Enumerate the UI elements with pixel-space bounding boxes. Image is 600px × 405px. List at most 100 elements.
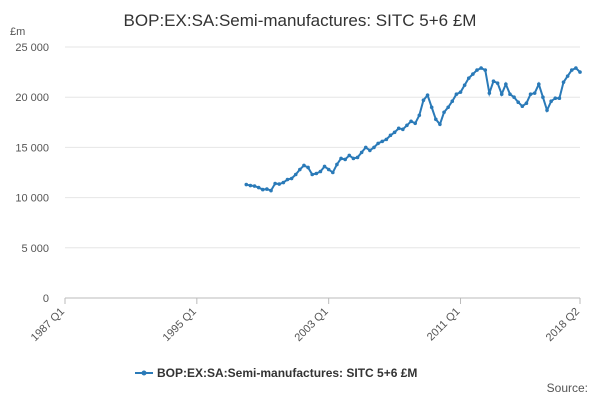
point (351, 156, 356, 161)
point (557, 96, 562, 101)
point (396, 126, 401, 131)
point (293, 172, 298, 177)
point (413, 121, 418, 126)
point (524, 101, 529, 106)
point (326, 167, 331, 172)
point (310, 172, 315, 177)
point (256, 185, 261, 190)
point (545, 108, 549, 113)
point (438, 122, 442, 127)
point (347, 153, 352, 158)
point (421, 98, 426, 103)
x-tick-label: 2018 Q2 (544, 306, 582, 344)
source: Source: (547, 381, 588, 395)
point (450, 99, 455, 104)
point (248, 183, 253, 188)
point (578, 70, 582, 74)
point (322, 164, 327, 169)
chart-title: BOP:EX:SA:Semi-manufactures: SITC 5+6 £M (124, 11, 477, 30)
point (565, 74, 570, 78)
point (516, 100, 520, 105)
point (289, 176, 294, 181)
point (549, 99, 553, 104)
point (380, 139, 385, 144)
point (363, 145, 368, 150)
point (392, 130, 397, 135)
y-axis-label: £m (10, 26, 25, 38)
point (335, 162, 339, 167)
point (401, 127, 405, 132)
point (491, 79, 496, 83)
y-tick-label: 0 (43, 293, 49, 305)
point (388, 133, 393, 138)
point (260, 187, 265, 192)
point (298, 167, 302, 172)
point (528, 92, 533, 96)
point (446, 105, 450, 110)
point (475, 68, 479, 72)
point (265, 187, 269, 191)
point (487, 91, 492, 95)
point (269, 188, 273, 193)
point (355, 155, 360, 160)
y-tick-label: 10 000 (15, 193, 49, 205)
point (532, 91, 537, 95)
point (429, 105, 434, 110)
point (561, 80, 566, 84)
point (471, 72, 475, 76)
point (458, 90, 463, 94)
x-tick-label: 2003 Q1 (292, 306, 330, 344)
point (537, 82, 541, 86)
point (425, 93, 430, 97)
point (483, 68, 488, 72)
x-tick-label: 1995 Q1 (161, 306, 199, 344)
point (541, 95, 545, 99)
point (504, 82, 508, 86)
point (442, 110, 446, 115)
point (495, 81, 500, 85)
point (454, 92, 459, 96)
point (302, 163, 306, 168)
point (306, 165, 310, 170)
y-tick-label: 25 000 (15, 42, 49, 54)
point (417, 113, 422, 118)
point (499, 92, 504, 96)
point (384, 137, 389, 142)
point (343, 157, 347, 162)
point (508, 92, 512, 96)
point (368, 148, 372, 153)
point (244, 182, 249, 187)
point (520, 104, 525, 109)
point (574, 66, 578, 70)
point (359, 150, 364, 155)
point (466, 76, 471, 80)
point (569, 68, 574, 72)
y-tick-label: 5 000 (21, 243, 49, 255)
y-tick-label: 15 000 (15, 142, 49, 154)
point (273, 181, 277, 186)
legend-label: BOP:EX:SA:Semi-manufactures: SITC 5+6 £M (157, 366, 417, 380)
point (376, 141, 380, 146)
y-tick-label: 20 000 (15, 92, 49, 104)
point (285, 177, 290, 182)
point (479, 66, 483, 70)
point (405, 123, 409, 128)
point (372, 145, 376, 150)
point (281, 180, 286, 185)
x-tick-label: 1987 Q1 (29, 306, 67, 344)
point (553, 96, 558, 101)
point (331, 170, 335, 175)
legend-marker (141, 370, 147, 376)
point (462, 83, 467, 87)
point (339, 156, 343, 161)
point (318, 169, 323, 174)
point (434, 117, 438, 122)
point (314, 171, 319, 176)
point (512, 95, 516, 99)
point (409, 119, 413, 124)
point (252, 184, 257, 188)
point (277, 182, 282, 186)
x-tick-label: 2011 Q1 (425, 306, 463, 344)
